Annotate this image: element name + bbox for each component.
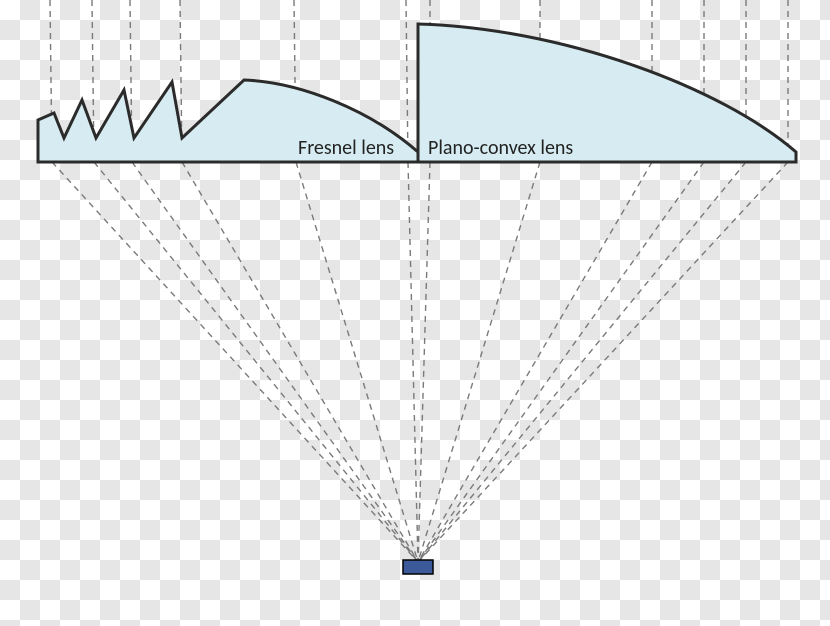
light-ray <box>94 162 418 562</box>
plano-convex-lens-label: Plano-convex lens <box>428 136 573 160</box>
light-ray <box>418 162 652 562</box>
light-ray <box>296 162 418 562</box>
detector-block <box>403 560 433 574</box>
light-ray <box>418 162 704 562</box>
light-ray <box>418 162 746 562</box>
light-ray <box>408 162 418 562</box>
light-ray <box>418 162 540 562</box>
light-ray <box>52 162 418 562</box>
light-ray <box>132 162 418 562</box>
lens-comparison-diagram: Fresnel lens Plano-convex lens <box>0 0 830 626</box>
light-ray <box>406 0 408 162</box>
light-ray <box>418 162 788 562</box>
fresnel-lens-label: Fresnel lens <box>298 136 394 160</box>
light-ray <box>418 162 430 562</box>
light-ray <box>182 162 418 562</box>
